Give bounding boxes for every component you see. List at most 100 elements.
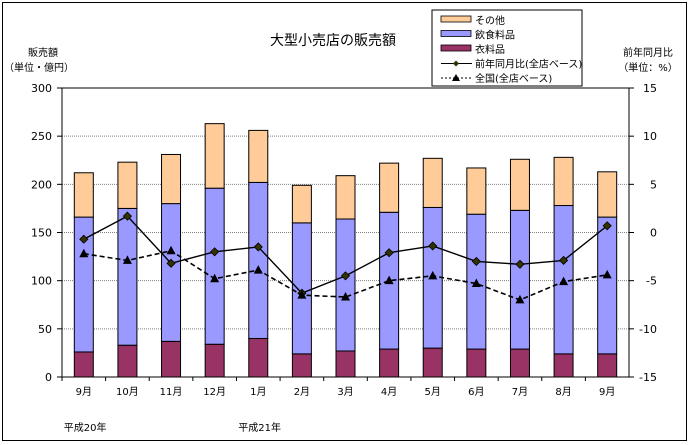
era-label: 平成21年 (238, 421, 281, 434)
triangle-marker (602, 269, 612, 279)
bar-segment-その他 (509, 158, 530, 211)
triangle-marker (515, 294, 525, 304)
triangle-marker (166, 245, 176, 255)
x-tick-label: 2月 (294, 386, 310, 398)
bar-segment-衣料品 (422, 347, 443, 378)
bar-segment-飲食料品 (117, 207, 138, 346)
bar-segment-衣料品 (291, 353, 312, 378)
bar-segment-その他 (161, 153, 182, 205)
triangle-marker (253, 265, 263, 274)
right-tick-label: -15 (639, 371, 657, 384)
lines-group (79, 211, 612, 304)
diamond-marker (559, 255, 569, 266)
triangle-marker (341, 292, 350, 301)
left-tick-label: 100 (31, 275, 52, 288)
left-tick-label: 150 (31, 227, 52, 240)
diamond-marker (340, 271, 351, 281)
bar-segment-その他 (335, 175, 356, 220)
x-tick-label: 11月 (160, 386, 183, 398)
diamond-marker (122, 211, 132, 221)
triangle-marker (471, 278, 481, 288)
diamond-marker (602, 221, 612, 231)
diamond-marker (166, 258, 176, 268)
x-tick-label: 5月 (425, 386, 441, 398)
diamond-marker (515, 259, 525, 269)
right-tick-label: -5 (646, 275, 657, 288)
x-tick-label: 8月 (555, 386, 571, 398)
bar-segment-衣料品 (509, 348, 530, 378)
left-tick-label: 300 (31, 82, 52, 95)
left-tick-label: 50 (38, 323, 52, 336)
bar-segment-その他 (379, 162, 400, 213)
bar-segment-その他 (291, 184, 312, 224)
bar-segment-飲食料品 (204, 187, 225, 345)
era-labels: 平成20年 平成21年 (64, 421, 281, 434)
x-tick-label: 7月 (512, 386, 528, 398)
x-axis-ticks: 9月 10月 11月 12月 1月 2月 3月 4月 5月 6月 7月 8月 9月 (61, 377, 615, 398)
triangle-marker (210, 273, 220, 283)
triangle-marker (79, 248, 89, 258)
x-tick-label: 1月 (250, 386, 266, 398)
x-tick-label: 3月 (337, 386, 353, 398)
bar-segment-衣料品 (553, 353, 574, 378)
legend-swatch-衣料品 (440, 44, 472, 52)
diamond-marker (210, 247, 220, 257)
legend-diamond-marker (453, 60, 459, 67)
bar-segment-衣料品 (117, 344, 138, 378)
diamond-marker (79, 234, 89, 244)
left-tick-label: 250 (31, 130, 52, 143)
bar-segment-衣料品 (335, 350, 356, 378)
bar-segment-衣料品 (73, 351, 94, 378)
legend-triangle-marker (452, 74, 460, 81)
x-tick-label: 9月 (76, 386, 92, 398)
bar-segment-衣料品 (204, 343, 225, 378)
right-tick-label: -10 (639, 323, 657, 336)
triangle-marker (384, 275, 394, 285)
bar-segment-衣料品 (379, 348, 400, 378)
right-tick-label: 10 (643, 130, 657, 143)
triangle-marker (297, 290, 307, 299)
bar-segment-その他 (248, 129, 269, 183)
legend-label: 前年同月比(全店ベース) (475, 58, 582, 71)
bar-segment-その他 (117, 161, 138, 209)
right-axis-label-line1: 前年同月比 (623, 46, 673, 59)
right-tick-label: 15 (643, 82, 657, 95)
x-tick-label: 10月 (116, 386, 139, 398)
bar-segment-衣料品 (248, 337, 269, 378)
legend-label: 衣料品 (475, 43, 505, 56)
left-axis-ticks: 0 50 100 150 200 250 300 (31, 82, 62, 384)
chart-title: 大型小売店の販売額 (270, 33, 396, 49)
bar-segment-飲食料品 (248, 181, 269, 339)
legend-swatch-その他 (440, 15, 472, 23)
bar-segment-飲食料品 (597, 216, 618, 355)
x-tick-label: 12月 (203, 386, 226, 398)
bar-segment-衣料品 (161, 340, 182, 378)
legend-label: 全国(全店ベース) (475, 72, 552, 85)
x-tick-label: 9月 (599, 386, 615, 398)
left-axis-label-line1: 販売額 (28, 46, 58, 59)
right-axis-label-line2: （単位：%） (618, 61, 678, 74)
bar-segment-衣料品 (466, 348, 487, 378)
left-tick-label: 0 (45, 371, 52, 384)
legend-swatch-飲食料品 (440, 30, 472, 37)
legend-label: 飲食料品 (475, 29, 515, 42)
bar-segment-その他 (553, 156, 574, 207)
diamond-marker (384, 248, 394, 258)
right-axis-ticks: -15 -10 -5 0 5 10 15 (629, 82, 657, 384)
bar-segment-その他 (466, 167, 487, 215)
bar-segment-その他 (422, 157, 443, 208)
triangle-marker (559, 276, 569, 286)
bar-segment-その他 (73, 172, 94, 218)
bar-segment-衣料品 (597, 353, 618, 378)
bar-segment-飲食料品 (335, 218, 356, 352)
right-tick-label: 5 (650, 178, 657, 191)
diamond-marker (428, 241, 438, 251)
diamond-marker (471, 256, 481, 266)
bar-segment-その他 (204, 123, 225, 189)
diamond-marker (253, 242, 263, 252)
bar-segment-その他 (597, 171, 618, 218)
bars-group (73, 123, 618, 378)
triangle-marker (428, 270, 438, 280)
